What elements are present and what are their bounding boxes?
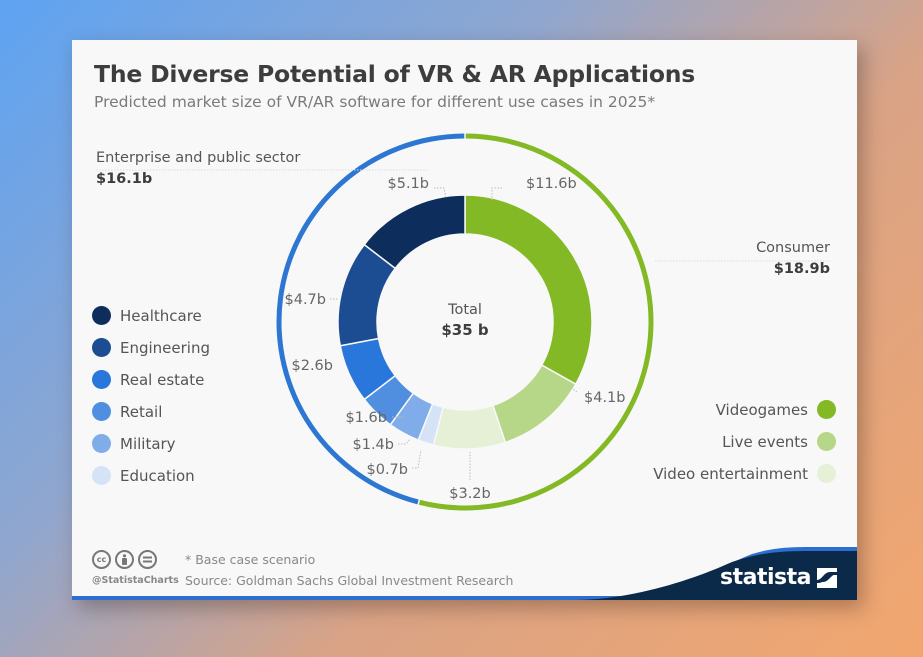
legend-item-real-estate: Real estate: [92, 370, 204, 389]
legend-label: Live events: [722, 432, 808, 451]
legend-label: Engineering: [120, 338, 210, 357]
legend-item-videogames: Videogames: [716, 400, 836, 419]
data-label-engineering: $4.7b: [285, 292, 327, 308]
source-note: Source: Goldman Sachs Global Investment …: [185, 573, 514, 588]
donut-segment-video-entertainment: [432, 404, 507, 450]
statista-logo-icon: [817, 567, 837, 588]
data-label-videogames: $11.6b: [526, 176, 577, 192]
group-value-enterprise: $16.1b: [96, 171, 153, 187]
group-value-consumer: $18.9b: [773, 261, 830, 277]
legend-swatch: [92, 306, 111, 325]
brand-name: statista: [720, 565, 811, 590]
legend-label: Healthcare: [120, 306, 202, 325]
legend-swatch: [817, 400, 836, 419]
legend-swatch: [92, 338, 111, 357]
data-label-retail: $1.6b: [346, 410, 388, 426]
legend-swatch: [92, 466, 111, 485]
leader-line-videogames: [491, 187, 502, 200]
total-value: $35 b: [441, 321, 489, 339]
legend-item-engineering: Engineering: [92, 338, 210, 357]
total-label: Total: [448, 302, 482, 318]
leader-line-education: [412, 449, 422, 469]
leader-line-live-events: [566, 384, 578, 393]
legend-label: Education: [120, 466, 195, 485]
legend-label: Real estate: [120, 370, 205, 389]
legend-swatch: [817, 432, 836, 451]
statista-handle[interactable]: @StatistaCharts: [92, 575, 179, 586]
leader-line-military: [398, 438, 411, 445]
legend-swatch: [92, 370, 111, 389]
chart-subtitle: Predicted market size of VR/AR software …: [94, 93, 656, 111]
data-label-education: $0.7b: [367, 462, 409, 478]
data-label-live-events: $4.1b: [584, 390, 626, 406]
legend-item-military: Military: [92, 434, 176, 453]
chart-card: The Diverse Potential of VR & AR Applica…: [72, 40, 857, 600]
footnote: * Base case scenario: [185, 552, 316, 567]
statista-logo[interactable]: statista: [720, 565, 837, 590]
legend-item-healthcare: Healthcare: [92, 306, 202, 325]
legend-swatch: [92, 402, 111, 421]
donut-segment-healthcare: [363, 194, 466, 270]
donut-chart: $11.6b $4.1b $3.2b $0.7b $1.4b $1.6b $2.6b $4.7…: [96, 133, 830, 511]
legend-item-live-events: Live events: [722, 432, 836, 451]
legend-label: Retail: [120, 402, 163, 421]
legend-swatch: [817, 464, 836, 483]
group-label-consumer: Consumer: [756, 240, 830, 256]
data-label-video-entertainment: $3.2b: [449, 486, 491, 502]
no-derivatives-icon: [138, 550, 157, 569]
legend-consumer: Videogames Live events Video entertainment: [596, 400, 836, 510]
data-label-healthcare: $5.1b: [388, 176, 430, 192]
legend-item-video-entertainment: Video entertainment: [653, 464, 836, 483]
license-icons: cc: [92, 550, 157, 569]
leader-line-healthcare: [434, 187, 447, 199]
chart-title: The Diverse Potential of VR & AR Applica…: [94, 60, 696, 88]
footer-stripe: [72, 547, 857, 600]
data-label-real-estate: $2.6b: [292, 358, 334, 374]
legend-item-retail: Retail: [92, 402, 162, 421]
donut-segment-videogames: [464, 194, 593, 386]
data-label-military: $1.4b: [353, 437, 395, 453]
donut-segment-live-events: [491, 364, 577, 444]
legend-enterprise: Healthcare Engineering Real estate Retail Mi…: [92, 306, 292, 506]
legend-label: Military: [120, 434, 176, 453]
legend-item-education: Education: [92, 466, 195, 485]
legend-label: Videogames: [715, 400, 808, 419]
group-label-enterprise: Enterprise and public sector: [96, 150, 301, 166]
legend-swatch: [92, 434, 111, 453]
legend-label: Video entertainment: [653, 464, 808, 483]
cc-icon: cc: [92, 550, 111, 569]
attribution-icon: [115, 550, 134, 569]
